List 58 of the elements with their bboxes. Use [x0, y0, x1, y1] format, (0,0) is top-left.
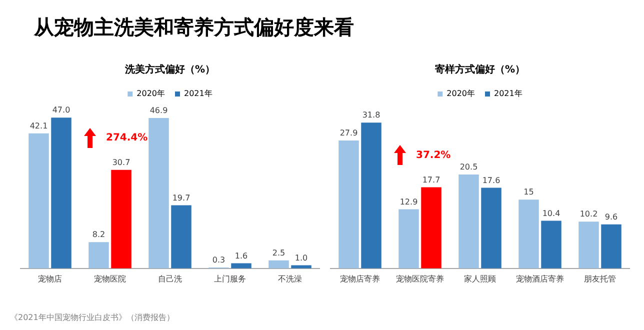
bar: [268, 260, 289, 268]
x-tick-label: 宠物店寄养: [340, 274, 380, 284]
data-label: 9.6: [604, 212, 618, 222]
data-label: 8.2: [92, 230, 106, 240]
data-label: 10.4: [542, 208, 560, 218]
bar: [458, 174, 479, 268]
legend-label: 2020年: [446, 89, 475, 98]
data-label: 17.6: [482, 176, 500, 185]
data-label: 27.9: [340, 128, 358, 138]
bar: [111, 170, 132, 268]
data-label: 12.9: [400, 197, 418, 206]
bar: [291, 265, 312, 268]
legend-label: 2020年: [136, 89, 165, 98]
x-tick-label: 宠物酒店寄养: [516, 274, 564, 284]
data-label: 19.7: [172, 193, 190, 202]
data-label: 15: [524, 188, 534, 197]
data-label: 1.6: [234, 251, 248, 260]
data-label: 47.0: [52, 106, 70, 115]
bar: [421, 187, 442, 268]
data-label: 0.3: [212, 256, 226, 265]
x-tick-label: 宠物医院寄养: [396, 274, 444, 284]
text: 《2021年中国宠物行业白皮书》（消费报告）: [10, 312, 174, 323]
bar: [28, 133, 49, 268]
bar: [578, 222, 599, 268]
bar: [518, 200, 539, 268]
legend-label: 2021年: [494, 89, 522, 98]
annotation: 37.2%: [416, 150, 451, 161]
x-tick-label: 家人照顾: [464, 274, 496, 284]
x-tick-label: 自己洗: [158, 274, 182, 284]
bar: [601, 224, 622, 268]
annotation: 274.4%: [106, 132, 148, 144]
data-label: 31.8: [362, 110, 380, 120]
chart-title: 寄样方式偏好（%）: [434, 64, 526, 76]
data-label: 10.2: [580, 210, 598, 219]
bar: [398, 209, 419, 268]
x-tick-label: 上门服务: [214, 274, 246, 284]
chart-title: 洗美方式偏好（%）: [124, 64, 216, 76]
data-label: 20.5: [460, 162, 478, 172]
bar: [51, 118, 72, 268]
bar: [88, 242, 109, 268]
data-label: 46.9: [150, 106, 168, 116]
data-label: 17.7: [422, 175, 440, 184]
x-tick-label: 宠物医院: [94, 274, 126, 284]
data-label: 2.5: [272, 248, 286, 258]
data-label: 42.1: [30, 121, 48, 130]
bar: [481, 188, 502, 268]
bar: [171, 205, 192, 268]
bar: [338, 140, 359, 268]
bar: [541, 220, 562, 268]
legend-label: 2021年: [184, 89, 212, 98]
bar: [361, 122, 382, 268]
x-tick-label: 宠物店: [38, 274, 62, 284]
bar: [148, 118, 169, 268]
text: 从宠物主洗美和寄养方式偏好度来看: [34, 14, 354, 41]
data-label: 1.0: [294, 253, 308, 262]
x-tick-label: 朋友托管: [584, 274, 616, 284]
x-tick-label: 不洗澡: [278, 274, 302, 284]
data-label: 30.7: [112, 158, 130, 167]
